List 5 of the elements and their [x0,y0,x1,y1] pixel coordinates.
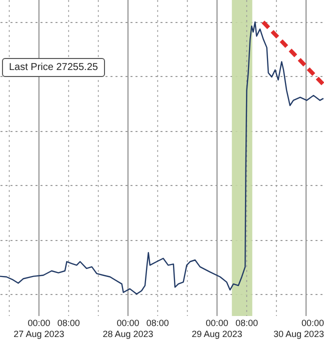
x-tick-label: 08:00 [235,318,258,328]
annotation: Last Price 27255.25 [2,58,105,77]
x-tick-label: 00:00 30 Aug 2023 [274,318,324,339]
x-tick-label: 08:00 [57,318,80,328]
x-tick-label: 08:00 [146,318,169,328]
